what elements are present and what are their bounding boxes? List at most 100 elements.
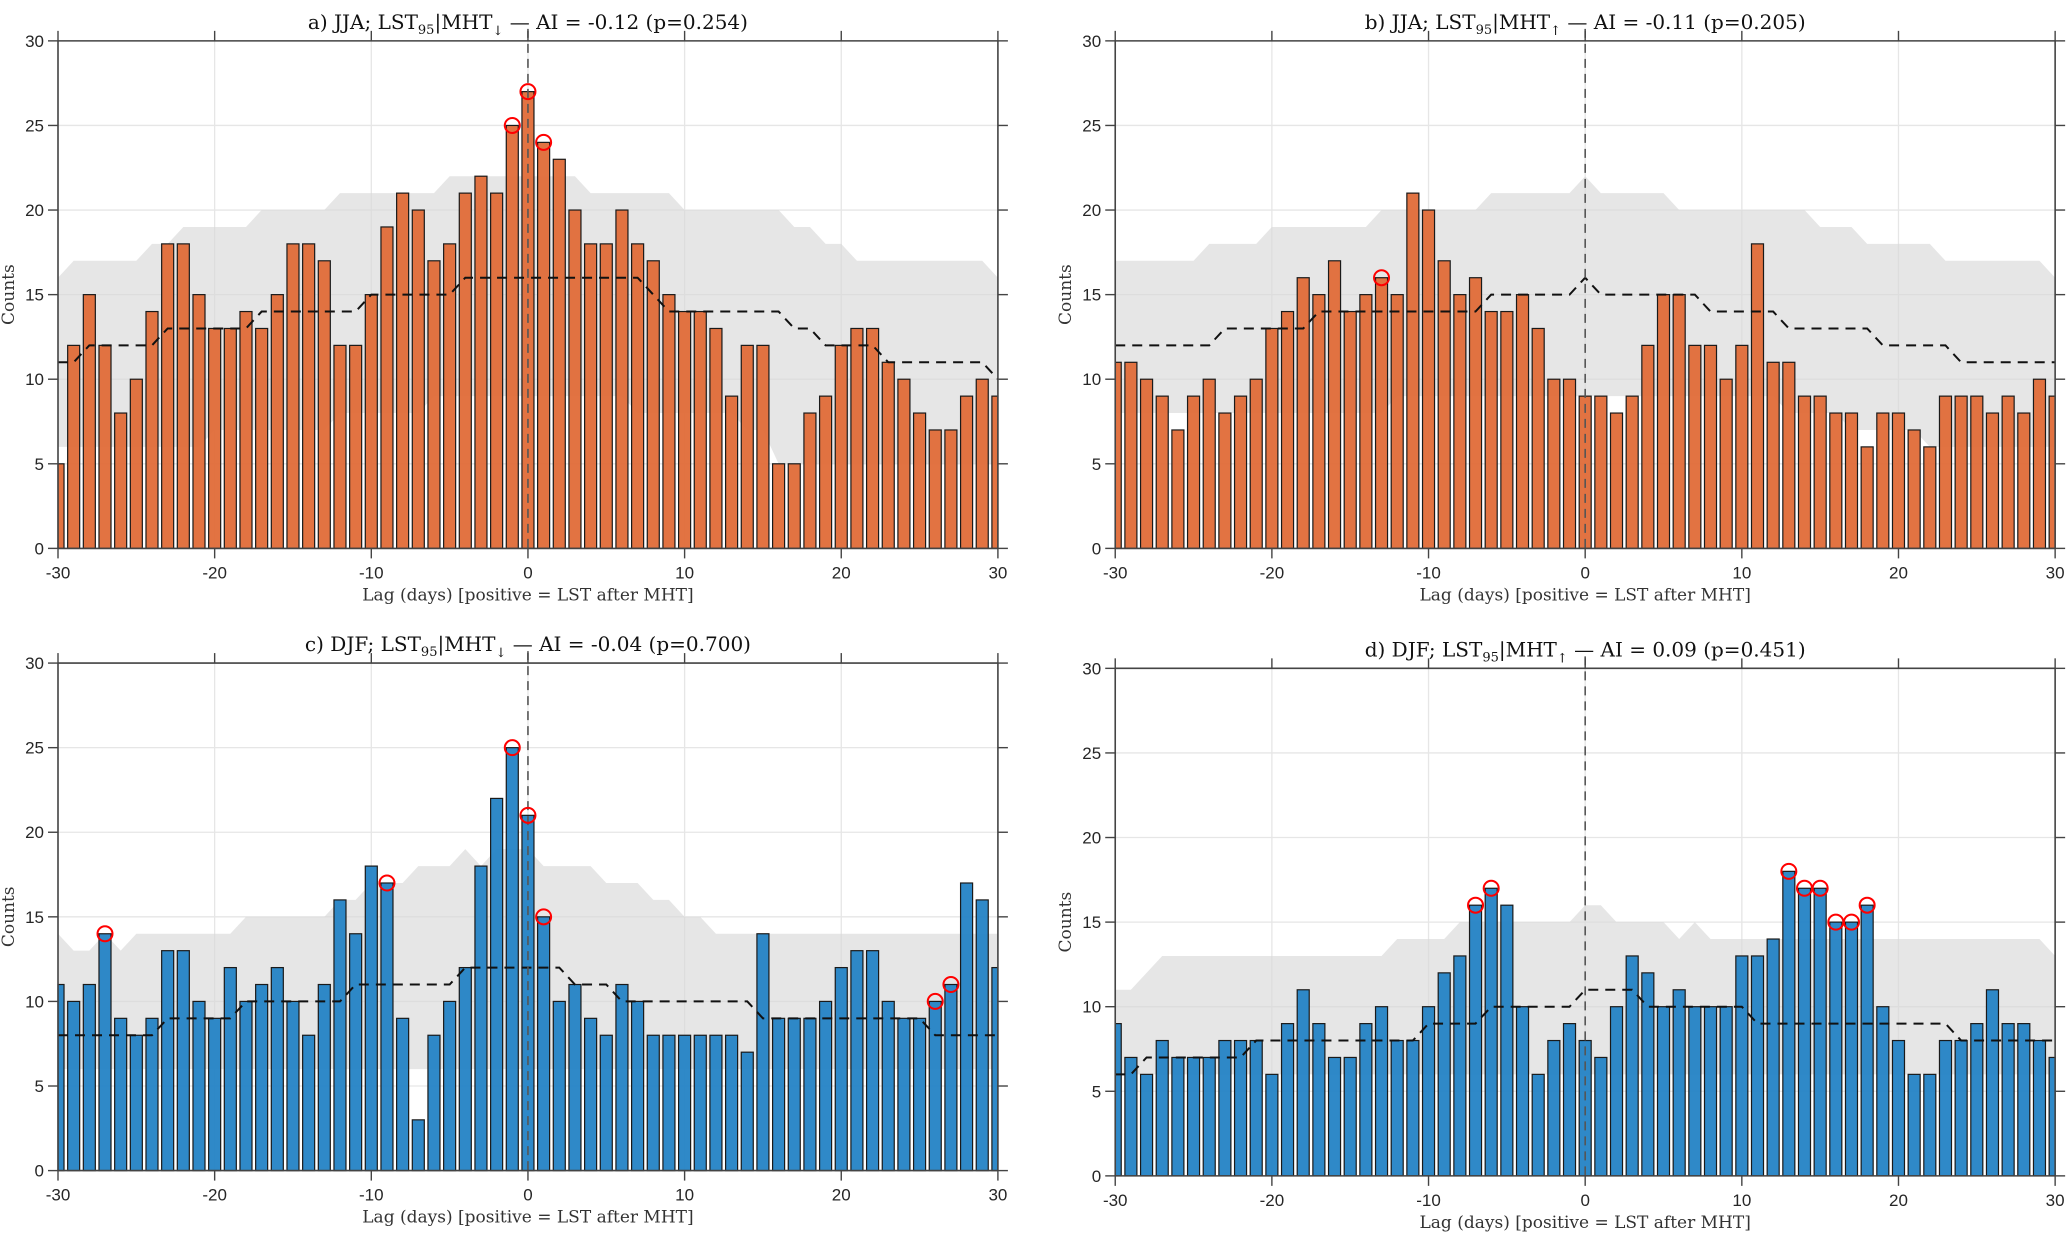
x-axis-label: Lag (days) [positive = LST after MHT] xyxy=(1420,1213,1751,1233)
bar xyxy=(709,327,723,549)
bar xyxy=(850,950,864,1172)
ytick-label: 10 xyxy=(25,992,44,1011)
ytick-label: 0 xyxy=(35,1162,44,1181)
ytick-label: 10 xyxy=(25,370,44,389)
bar xyxy=(1249,1039,1263,1177)
bar xyxy=(161,243,175,549)
bar xyxy=(1876,1006,1890,1177)
bar xyxy=(677,310,692,549)
ytick-label: 15 xyxy=(25,908,44,927)
bar xyxy=(834,344,848,549)
xtick-label: -20 xyxy=(1260,1191,1285,1210)
xtick-label: 20 xyxy=(832,563,851,582)
bar xyxy=(1641,344,1655,549)
x-axis-label: Lag (days) [positive = LST after MHT] xyxy=(1420,585,1751,605)
bar xyxy=(1484,310,1498,549)
bar xyxy=(865,327,880,549)
bar xyxy=(787,1017,801,1172)
bar xyxy=(2032,378,2047,549)
bar xyxy=(443,1000,457,1172)
bar xyxy=(270,966,284,1172)
bar xyxy=(897,1017,911,1172)
bar xyxy=(1374,277,1389,549)
bar xyxy=(208,327,222,549)
bar xyxy=(1656,1006,1671,1177)
bar xyxy=(490,192,504,549)
bar xyxy=(881,361,895,549)
bar xyxy=(1672,294,1686,549)
xtick-label: 10 xyxy=(1732,1191,1751,1210)
bar xyxy=(1531,1073,1545,1177)
y-axis-label: Counts xyxy=(0,886,19,947)
ytick-label: 20 xyxy=(1082,201,1101,220)
panel-title: b) JJA; LST95|MHT↑ — AI = -0.11 (p=0.205… xyxy=(1365,10,1806,39)
bar xyxy=(364,294,378,549)
ytick-label: 25 xyxy=(1082,116,1101,135)
xtick-label: 10 xyxy=(1732,563,1751,582)
bar xyxy=(1750,955,1765,1177)
bar xyxy=(1437,972,1451,1177)
bar xyxy=(1547,378,1561,549)
bar xyxy=(709,1034,723,1172)
bar xyxy=(1249,378,1263,549)
bar xyxy=(1500,904,1514,1177)
x-axis-label: Lag (days) [positive = LST after MHT] xyxy=(362,585,693,605)
bar xyxy=(474,865,488,1172)
bar xyxy=(286,243,300,549)
bar xyxy=(615,983,629,1172)
bar xyxy=(505,124,519,549)
ytick-label: 10 xyxy=(1082,998,1101,1017)
bar xyxy=(67,344,81,549)
xtick-label: -30 xyxy=(46,1186,71,1205)
bar xyxy=(1406,1039,1420,1177)
bar xyxy=(1202,378,1216,549)
ytick-label: 30 xyxy=(25,654,44,673)
panel-title: c) DJF; LST95|MHT↓ — AI = -0.04 (p=0.700… xyxy=(305,632,751,661)
bar xyxy=(552,158,566,549)
bar xyxy=(928,1000,942,1172)
bar xyxy=(1468,904,1483,1177)
bar xyxy=(1766,938,1780,1177)
bar xyxy=(98,344,112,549)
bar xyxy=(975,378,989,549)
significant-marker xyxy=(378,874,396,892)
bar xyxy=(490,797,504,1172)
bar xyxy=(396,192,410,549)
bar xyxy=(1829,412,1843,549)
bar xyxy=(1218,412,1232,549)
bar xyxy=(1124,1056,1138,1177)
bar xyxy=(427,260,441,549)
bar xyxy=(57,983,65,1172)
bar xyxy=(1515,1006,1530,1177)
bar xyxy=(2001,1023,2015,1177)
bar xyxy=(1500,310,1514,549)
bar xyxy=(818,395,833,549)
bar xyxy=(1782,361,1796,549)
bar xyxy=(396,1017,410,1172)
bar xyxy=(724,1034,739,1172)
ytick-label: 15 xyxy=(1082,913,1101,932)
bar xyxy=(145,310,159,549)
bar xyxy=(302,243,316,549)
bar xyxy=(662,1034,676,1172)
ytick-label: 10 xyxy=(1082,370,1101,389)
bar xyxy=(599,1034,613,1172)
bar xyxy=(317,983,331,1172)
bar xyxy=(1891,412,1906,549)
bar xyxy=(646,1034,660,1172)
bar xyxy=(208,1017,222,1172)
ytick-label: 5 xyxy=(1092,455,1101,474)
bar xyxy=(1186,395,1201,549)
bar xyxy=(1202,1056,1216,1177)
bar xyxy=(1453,955,1467,1177)
bar xyxy=(1312,294,1326,549)
bar xyxy=(693,310,707,549)
bar xyxy=(1312,1023,1326,1177)
significant-marker xyxy=(519,806,537,824)
bar xyxy=(850,327,864,549)
bar xyxy=(1139,378,1154,549)
bar xyxy=(145,1017,159,1172)
bar xyxy=(1923,446,1937,549)
bar xyxy=(223,327,237,549)
